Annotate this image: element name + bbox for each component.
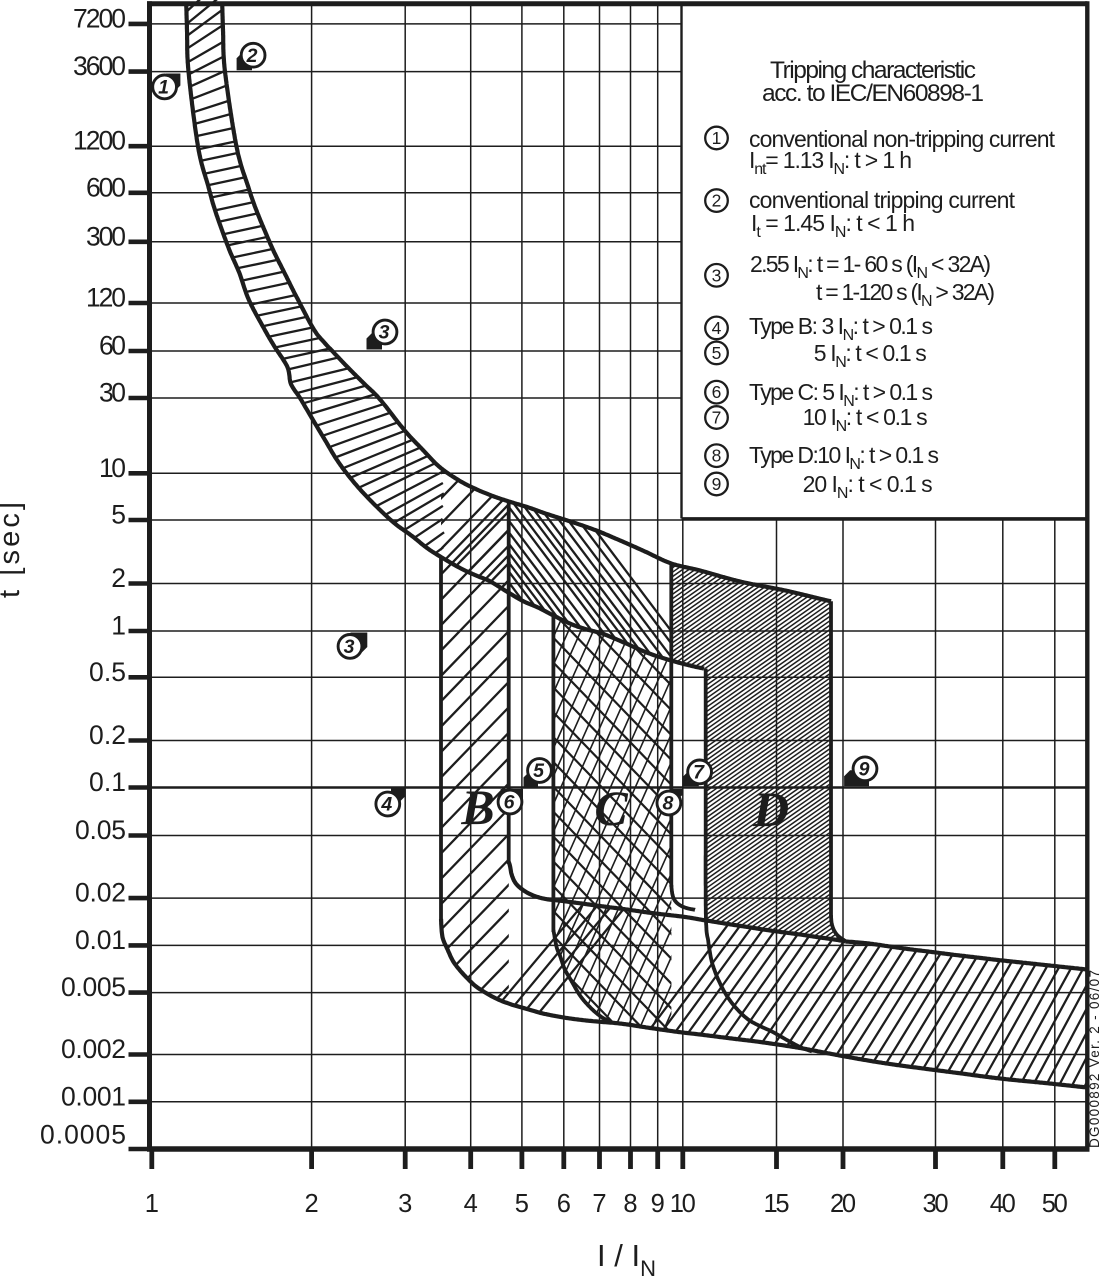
svg-text:0.005: 0.005 bbox=[61, 972, 126, 1002]
svg-text:15: 15 bbox=[764, 1190, 790, 1218]
svg-text:10: 10 bbox=[99, 453, 126, 483]
svg-text:300: 300 bbox=[86, 221, 126, 251]
svg-text:4: 4 bbox=[464, 1190, 478, 1218]
svg-text:1: 1 bbox=[158, 77, 169, 99]
svg-text:7: 7 bbox=[693, 762, 705, 784]
svg-text:3: 3 bbox=[344, 636, 355, 658]
svg-text:1: 1 bbox=[145, 1190, 159, 1218]
svg-text:C: C bbox=[594, 780, 628, 836]
svg-text:600: 600 bbox=[86, 172, 126, 202]
svg-text:3: 3 bbox=[398, 1190, 412, 1218]
svg-text:9: 9 bbox=[859, 759, 870, 781]
svg-text:0.1: 0.1 bbox=[89, 767, 126, 797]
svg-text:0.02: 0.02 bbox=[75, 878, 126, 908]
svg-text:acc. to IEC/EN60898-1: acc. to IEC/EN60898-1 bbox=[762, 80, 984, 107]
svg-text:4: 4 bbox=[712, 318, 722, 338]
svg-text:8: 8 bbox=[662, 793, 673, 815]
svg-text:0.2: 0.2 bbox=[89, 720, 126, 750]
svg-text:60: 60 bbox=[99, 331, 126, 361]
svg-text:7: 7 bbox=[712, 408, 722, 428]
svg-text:0.01: 0.01 bbox=[75, 925, 126, 955]
svg-text:5: 5 bbox=[515, 1190, 529, 1218]
svg-text:0.0005: 0.0005 bbox=[40, 1120, 126, 1150]
svg-text:0.002: 0.002 bbox=[61, 1034, 126, 1064]
svg-text:2: 2 bbox=[712, 191, 722, 211]
svg-text:8: 8 bbox=[712, 446, 722, 466]
svg-text:2: 2 bbox=[111, 563, 126, 593]
svg-text:20: 20 bbox=[830, 1190, 856, 1218]
svg-text:120: 120 bbox=[86, 283, 126, 313]
svg-text:6: 6 bbox=[557, 1190, 571, 1218]
svg-text:4: 4 bbox=[380, 794, 392, 816]
svg-text:DG000892 Ver. 2 - 06/07: DG000892 Ver. 2 - 06/07 bbox=[1087, 970, 1102, 1148]
svg-text:50: 50 bbox=[1042, 1190, 1068, 1218]
svg-text:0.05: 0.05 bbox=[75, 815, 126, 845]
svg-text:1200: 1200 bbox=[73, 126, 126, 156]
svg-text:3: 3 bbox=[712, 265, 722, 285]
svg-text:1: 1 bbox=[111, 611, 126, 641]
svg-text:40: 40 bbox=[990, 1190, 1016, 1218]
svg-text:10: 10 bbox=[670, 1190, 696, 1218]
svg-text:3: 3 bbox=[379, 322, 390, 344]
svg-text:7200: 7200 bbox=[73, 3, 126, 33]
svg-text:7: 7 bbox=[592, 1190, 606, 1218]
svg-text:0.5: 0.5 bbox=[89, 657, 126, 687]
svg-text:5: 5 bbox=[111, 500, 126, 530]
svg-text:30: 30 bbox=[99, 378, 126, 408]
svg-text:3600: 3600 bbox=[73, 51, 126, 81]
svg-text:8: 8 bbox=[623, 1190, 637, 1218]
svg-text:B: B bbox=[460, 779, 494, 835]
svg-text:9: 9 bbox=[651, 1190, 665, 1218]
svg-text:9: 9 bbox=[712, 474, 722, 494]
svg-text:30: 30 bbox=[923, 1190, 949, 1218]
svg-text:2: 2 bbox=[246, 45, 258, 67]
svg-text:5: 5 bbox=[712, 343, 722, 363]
svg-text:1: 1 bbox=[712, 128, 722, 148]
svg-text:5: 5 bbox=[533, 760, 545, 782]
svg-text:6: 6 bbox=[712, 382, 722, 402]
svg-text:2: 2 bbox=[305, 1190, 319, 1218]
svg-text:D: D bbox=[752, 781, 789, 837]
svg-text:0.001: 0.001 bbox=[61, 1081, 126, 1111]
svg-text:6: 6 bbox=[504, 792, 515, 814]
